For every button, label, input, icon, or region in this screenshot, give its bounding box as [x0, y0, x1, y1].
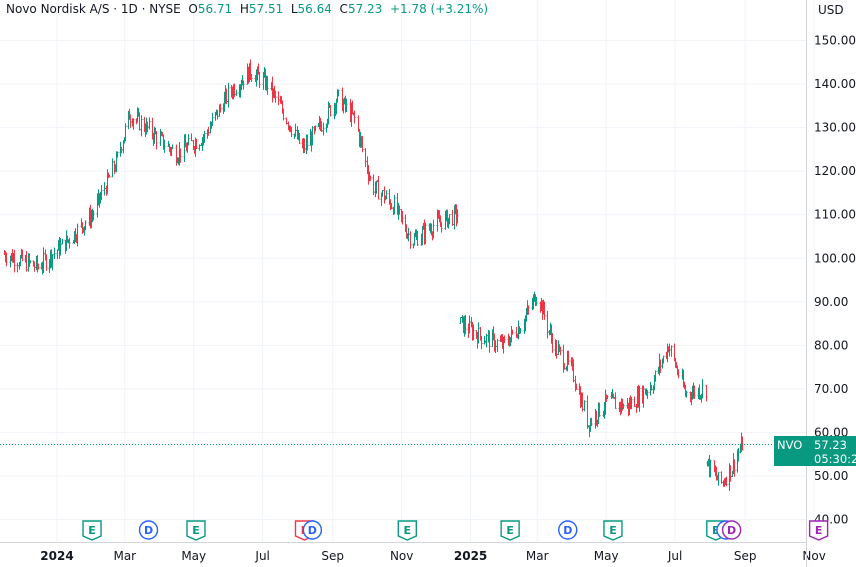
open-label: O	[188, 2, 198, 16]
y-tick-label: 50.00	[814, 469, 848, 483]
x-tick-label: Mar	[526, 549, 549, 563]
x-tick-label: May	[181, 549, 206, 563]
dividend-marker[interactable]: D	[721, 520, 742, 540]
high-value: 57.51	[248, 2, 284, 16]
symbol-legend: Novo Nordisk A/S · 1D · NYSE O56.71 H57.…	[6, 2, 488, 16]
earnings-marker[interactable]: E	[397, 520, 417, 541]
y-tick-label: 140.00	[814, 77, 856, 91]
x-tick-label: Nov	[390, 549, 413, 563]
y-tick-label: 70.00	[814, 382, 848, 396]
earnings-marker[interactable]: E	[82, 520, 102, 541]
dividend-marker[interactable]: D	[558, 520, 578, 540]
svg-text:E: E	[712, 524, 720, 537]
x-tick-label: 2025	[454, 549, 487, 563]
svg-text:E: E	[506, 524, 514, 537]
y-tick-label: 130.00	[814, 121, 856, 135]
earnings-marker[interactable]: E	[186, 520, 206, 541]
y-tick-label: 100.00	[814, 251, 856, 265]
high-label: H	[239, 2, 249, 16]
earnings-marker[interactable]: E	[808, 520, 829, 541]
price-tag-value: 57.23	[814, 438, 847, 452]
low-value: 56.64	[297, 2, 332, 16]
svg-text:D: D	[308, 524, 317, 537]
x-tick-label: Nov	[802, 549, 825, 563]
svg-text:E: E	[88, 524, 96, 537]
svg-text:D: D	[727, 524, 736, 537]
x-tick-label: 2024	[40, 549, 73, 563]
x-tick-label: Sep	[321, 549, 344, 563]
svg-text:E: E	[192, 524, 200, 537]
price-tag-symbol: NVO	[777, 438, 803, 452]
x-tick-label: Mar	[113, 549, 136, 563]
low-label: L	[290, 2, 298, 16]
svg-text:E: E	[404, 524, 412, 537]
y-tick-label: 60.00	[814, 425, 848, 439]
close-value: 57.23	[347, 2, 383, 16]
last-price-tag: NVO 57.23 05:30:24	[774, 436, 856, 466]
change-value: +1.78 (+3.21%)	[389, 2, 489, 16]
svg-text:D: D	[144, 524, 153, 537]
x-tick-label: May	[594, 549, 619, 563]
earnings-marker[interactable]: E	[500, 520, 520, 541]
dividend-marker[interactable]: D	[138, 520, 159, 540]
dividend-marker[interactable]: D	[302, 520, 323, 540]
currency-label[interactable]: USD	[818, 3, 844, 17]
symbol-name: Novo Nordisk A/S · 1D · NYSE	[6, 2, 181, 16]
svg-text:E: E	[609, 524, 617, 537]
y-tick-label: 120.00	[814, 164, 856, 178]
x-tick-label: Jul	[254, 549, 269, 563]
svg-text:D: D	[563, 524, 572, 537]
y-tick-label: 90.00	[814, 295, 848, 309]
y-tick-label: 150.00	[814, 34, 856, 48]
x-tick-label: Sep	[734, 549, 757, 563]
svg-text:E: E	[815, 524, 823, 537]
close-label: C	[339, 2, 348, 16]
y-tick-label: 80.00	[814, 338, 848, 352]
open-value: 56.71	[197, 2, 233, 16]
earnings-marker[interactable]: E	[603, 520, 623, 541]
x-tick-label: Jul	[667, 549, 682, 563]
y-tick-label: 110.00	[814, 208, 856, 222]
bar-countdown: 05:30:24	[814, 452, 856, 466]
